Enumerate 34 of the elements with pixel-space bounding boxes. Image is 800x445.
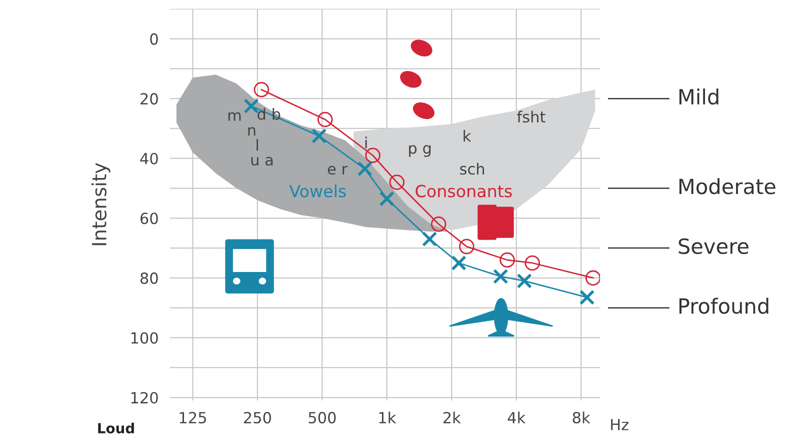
y-tick-label: 60 [140,212,158,224]
y-axis-title: Intensity [91,162,110,246]
annotation: fsht [517,110,546,123]
y-tick-label: 80 [140,272,158,284]
annotation: m [228,112,241,121]
ref-line-label: Severe [678,238,748,254]
x-tick-label: 8k [572,412,590,424]
text: Loud [98,422,134,434]
x-axis-title: Hz [611,419,628,430]
y-tick-label: 120 [131,392,158,404]
annotation: k [464,130,472,142]
annotation: sch [460,162,484,175]
x-tick-label: 250 [244,412,272,424]
ref-line-label: Profound [679,298,768,314]
x-tick-label: 125 [180,412,206,424]
annotation: l [256,138,258,151]
annotation: i [365,136,367,148]
x-tick-label: 1k [379,412,396,424]
x-tick-label: 2k [443,412,461,424]
annotation: Vowels [289,184,346,198]
annotation: n [248,127,256,136]
annotation: e r [328,166,348,175]
annotation: d b [258,108,280,120]
y-tick-label: 20 [140,93,158,105]
ref-line-label: Mild [679,88,718,105]
annotation: Consonants [416,184,512,198]
y-tick-label: 40 [140,152,158,164]
x-tick-label: 500 [308,412,336,424]
y-tick-label: 100 [131,332,158,344]
ref-line-label: Moderate [679,178,776,194]
y-tick-label: 0 [150,33,158,45]
annotation: p g [409,145,431,157]
x-tick-label: 4k [508,412,526,424]
annotation: u a [251,156,273,166]
